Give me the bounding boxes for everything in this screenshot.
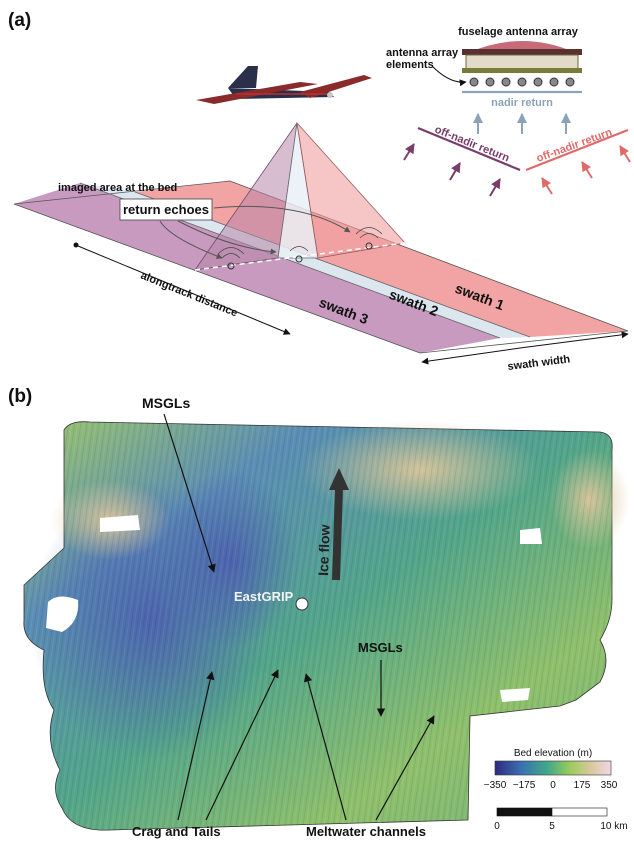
colorbar: [494, 760, 612, 776]
off-nadir-left-line: [417, 126, 521, 172]
return-echoes-box: [119, 198, 213, 221]
eastgrip-label: EastGRIP: [234, 589, 294, 604]
scalebar-tick: 5: [549, 821, 555, 832]
colorbar-ticks: −350 −175 0 175 350: [484, 780, 618, 791]
msgl-top-arrow: [163, 413, 216, 573]
msgl-right-label: MSGLs: [358, 640, 403, 655]
cone-right: [296, 121, 406, 259]
antenna-array-icon: [462, 41, 582, 87]
echo-arrow: [177, 220, 277, 255]
crag-label: Crag and Tails: [132, 824, 221, 839]
off-nadir-right-arrow: [541, 177, 553, 195]
colorbar-tick: −350: [484, 780, 507, 791]
colorbar-tick: 0: [550, 780, 556, 791]
meltwater-arrow: [303, 673, 347, 821]
scalebar-black: [496, 807, 553, 817]
ice-flow-label: Ice flow: [315, 524, 333, 576]
crag-arrow: [205, 669, 279, 821]
ice-flow-arrow: [332, 487, 343, 581]
scalebar-tick: 10 km: [600, 821, 627, 832]
scalebar-white: [551, 807, 608, 817]
bed-elevation-map: [23, 420, 630, 831]
off-nadir-right-arrow: [619, 145, 631, 163]
swath-3-area: [14, 183, 500, 353]
colorbar-tick: −175: [513, 780, 536, 791]
ice-flow-arrowhead: [329, 468, 349, 490]
scalebar-tick: 0: [494, 821, 500, 832]
eastgrip-marker: [295, 597, 309, 611]
imaged-area-label: imaged area at the bed: [58, 182, 177, 194]
echo-point-left: [227, 262, 235, 270]
off-nadir-left-arrow: [403, 143, 415, 161]
echo-point-right: [365, 242, 373, 250]
off-nadir-left-label: off-nadir return: [433, 124, 511, 165]
alongtrack-arrow: [77, 245, 291, 335]
meltwater-label: Meltwater channels: [306, 824, 426, 839]
swath-2-area: [80, 183, 530, 338]
panel-a-label: (a): [8, 10, 31, 31]
panel-b-label: (b): [8, 386, 32, 407]
meltwater-arrow: [375, 715, 435, 821]
colorbar-tick: 350: [601, 780, 618, 791]
msgl-top-label: MSGLs: [142, 395, 190, 411]
swath-width-arrow: [421, 347, 521, 365]
return-echoes-label: return echoes: [123, 202, 209, 217]
swath-width-arrow: [519, 331, 629, 349]
nadir-return-label: nadir return: [491, 97, 553, 109]
swath-width-label: swath width: [507, 353, 571, 373]
crag-arrow: [177, 671, 215, 821]
antenna-elements-label-2: elements: [386, 59, 434, 71]
alongtrack-start: [73, 242, 79, 248]
off-nadir-right-arrow: [581, 161, 593, 179]
antenna-elements-label-1: antenna array: [386, 47, 459, 59]
echo-arrow: [213, 205, 351, 233]
echo-point-center: [295, 255, 303, 263]
off-nadir-right-line: [525, 128, 629, 172]
echo-arrow: [159, 220, 223, 259]
airplane-icon: [196, 66, 372, 104]
colorbar-title: Bed elevation (m): [514, 748, 592, 759]
colorbar-tick: 175: [574, 780, 591, 791]
off-nadir-left-arrow: [449, 162, 461, 181]
fuselage-label: fuselage antenna array: [458, 26, 579, 38]
off-nadir-left-arrow: [489, 178, 501, 197]
off-nadir-right-label: off-nadir return: [535, 126, 614, 165]
swath-outline: [13, 180, 629, 354]
elements-pointer-arrow: [431, 65, 467, 87]
echo-ripples: [217, 227, 383, 259]
